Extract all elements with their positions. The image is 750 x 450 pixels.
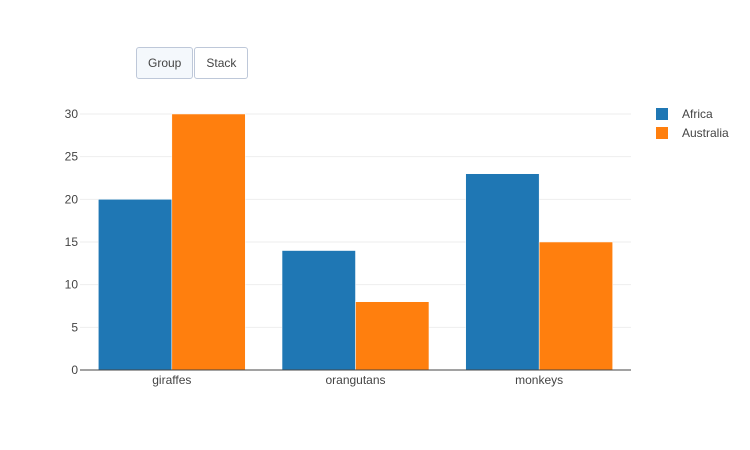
- barmode-toggle: Group Stack: [136, 47, 249, 79]
- y-tick-label: 10: [65, 278, 79, 292]
- bar-australia-monkeys[interactable]: [538, 241, 613, 371]
- stack-button[interactable]: Stack: [194, 47, 249, 79]
- group-button[interactable]: Group: [136, 47, 194, 79]
- y-tick-label: 15: [65, 235, 79, 249]
- bar-australia-giraffes[interactable]: [171, 113, 246, 371]
- legend[interactable]: Africa Australia: [656, 107, 729, 140]
- bar-africa-monkeys[interactable]: [465, 173, 540, 371]
- bar-australia-orangutans[interactable]: [355, 301, 430, 371]
- bars: [98, 113, 613, 371]
- x-tick-label: giraffes: [152, 373, 191, 387]
- y-tick-label: 25: [65, 150, 79, 164]
- x-tick-label: orangutans: [325, 373, 385, 387]
- bar-africa-orangutans[interactable]: [281, 250, 356, 371]
- legend-label-africa[interactable]: Africa: [682, 107, 713, 121]
- y-tick-label: 30: [65, 107, 79, 121]
- bar-africa-giraffes[interactable]: [98, 199, 173, 371]
- y-tick-label: 0: [71, 363, 78, 377]
- y-tick-label: 20: [65, 192, 79, 206]
- x-tick-label: monkeys: [515, 373, 563, 387]
- legend-swatch-australia[interactable]: [656, 127, 668, 139]
- axes: 0 5 10 15 20 25 30 giraffes orangutans monkeys: [65, 107, 631, 387]
- legend-swatch-africa[interactable]: [656, 108, 668, 120]
- y-tick-label: 5: [71, 320, 78, 334]
- legend-label-australia[interactable]: Australia: [682, 126, 729, 140]
